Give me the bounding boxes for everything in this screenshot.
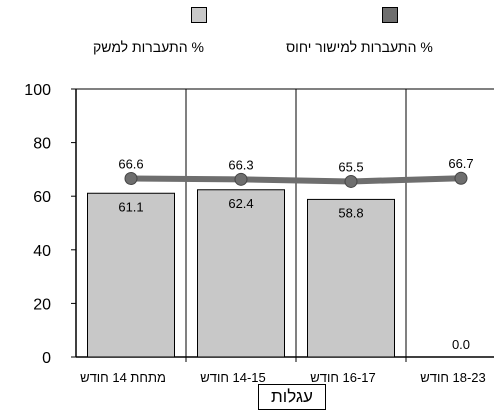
bar-data-label: 61.1 [118, 199, 143, 214]
bar-data-label: 58.8 [338, 205, 363, 220]
line-point [454, 171, 468, 185]
line-data-label: 65.5 [338, 159, 363, 174]
line-point [234, 172, 248, 186]
y-tick-label: 40 [33, 243, 51, 260]
y-tick-label: 60 [33, 189, 51, 206]
legend-swatch-bar [191, 7, 207, 23]
x-tick-label: 18-23 חודש [420, 370, 486, 385]
x-tick-label: 14-15 חודש [200, 370, 266, 385]
bar-data-label: 0.0 [452, 337, 470, 352]
y-tick-label: 100 [24, 82, 51, 99]
y-tick-label: 0 [42, 350, 51, 367]
bar [307, 198, 395, 358]
x-tick-label: 16-17 חודש [310, 370, 376, 385]
x-axis-title: עגלות [258, 384, 326, 410]
bar-data-label: 62.4 [228, 196, 253, 211]
y-tick-label: 20 [33, 296, 51, 313]
legend-label-bar: % התעברות למשק [93, 39, 204, 55]
x-tick-label: מתחת 14 חודש [80, 370, 166, 385]
legend-label-line: % התעברות למישור יחוס [286, 39, 433, 55]
line-point [124, 172, 138, 186]
line-data-label: 66.3 [228, 157, 253, 172]
y-tick-label: 80 [33, 136, 51, 153]
legend-swatch-line [382, 7, 398, 23]
series-line [130, 175, 462, 185]
bar [87, 192, 175, 358]
bar [197, 189, 285, 358]
line-data-label: 66.7 [448, 156, 473, 171]
line-data-label: 66.6 [118, 157, 143, 172]
line-point [344, 174, 358, 188]
